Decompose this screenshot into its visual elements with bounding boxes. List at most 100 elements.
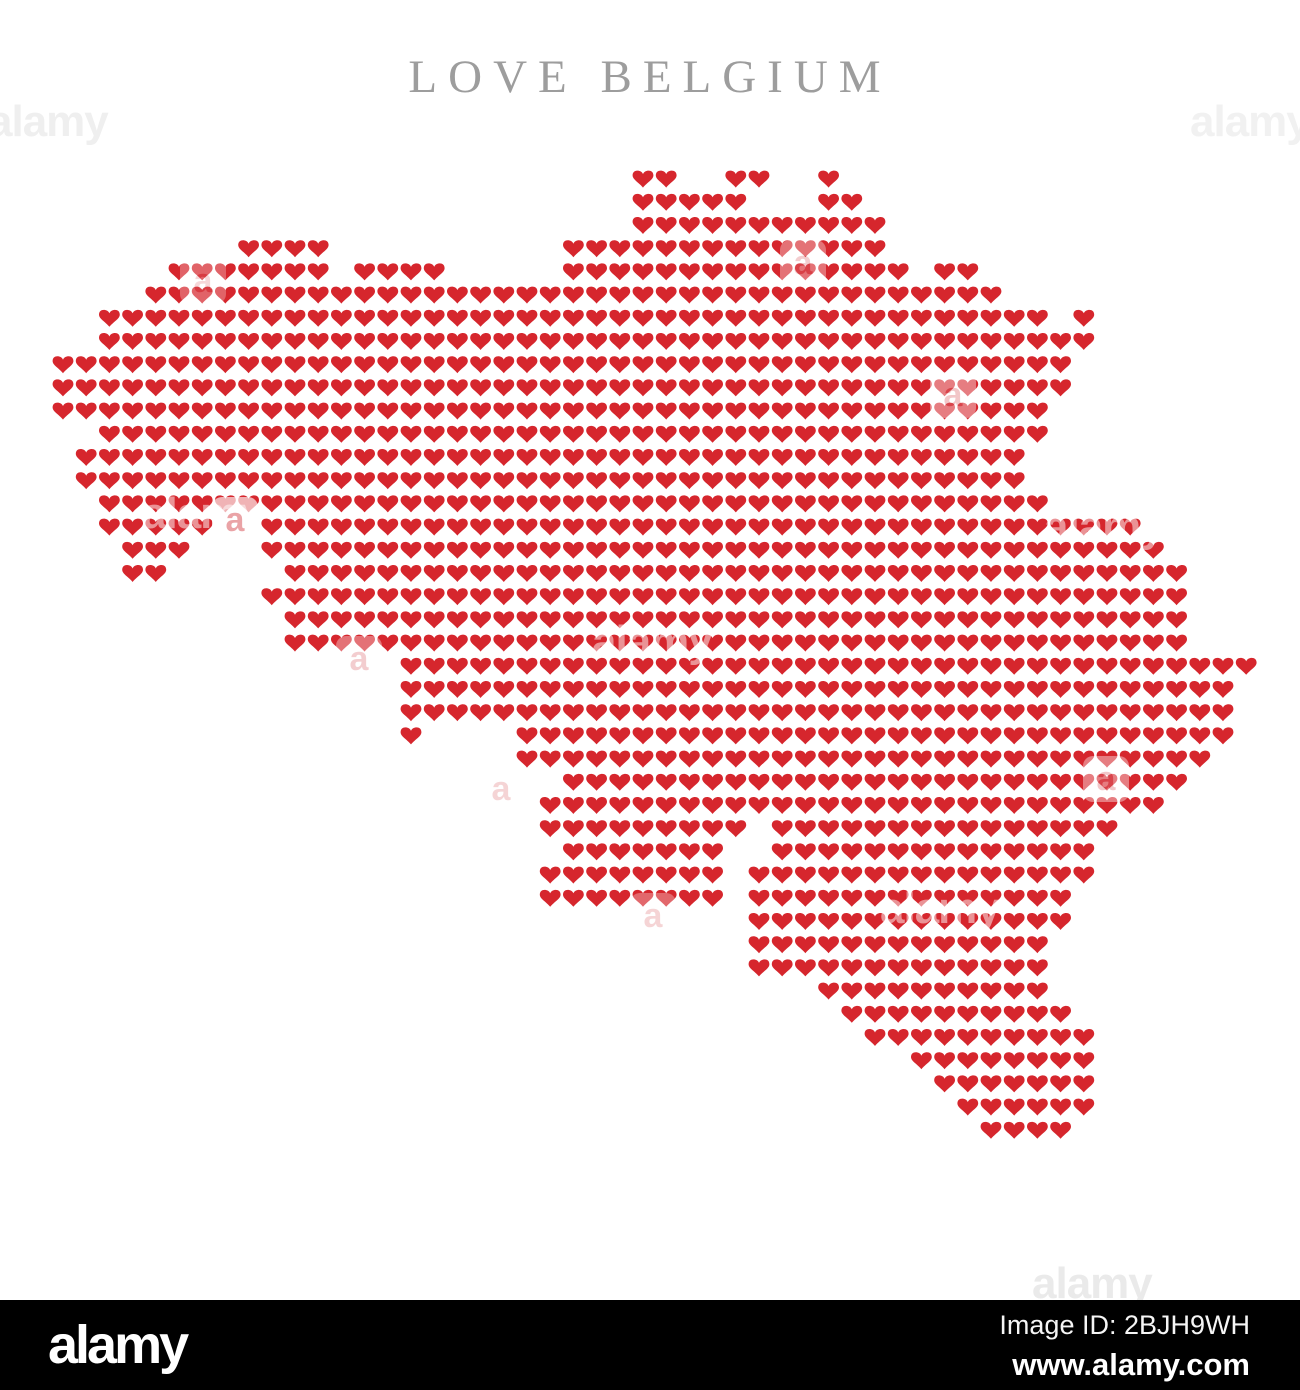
heart-dot [957,866,979,884]
heart-dot [423,634,445,652]
heart-dot [1003,1098,1025,1116]
heart-dot [679,518,700,536]
heart-dot [748,588,770,606]
heart-dot [980,565,1002,582]
heart-dot [887,634,909,652]
heart-dot [795,495,816,513]
heart-dot [447,472,468,490]
heart-dot [586,611,607,629]
heart-dot [934,750,955,768]
heart-dot [1143,797,1164,814]
heart-dot [980,356,1002,374]
heart-dot [679,425,700,443]
heart-dot [307,541,329,559]
heart-dot [655,356,677,374]
heart-dot [354,541,375,559]
heart-dot [1003,309,1025,327]
heart-dot [1003,820,1025,838]
heart-dot [1050,773,1071,791]
heart-dot [632,750,654,768]
heart-dot [377,402,399,420]
heart-dot [980,333,1002,350]
heart-dot [238,286,259,304]
heart-dot [586,333,607,350]
heart-dot [1003,634,1025,652]
heart-dot [609,611,631,629]
heart-dot [655,611,677,629]
heart-dot [609,495,631,513]
heart-dot [980,1121,1002,1139]
heart-dot [934,704,955,722]
heart-dot [911,657,932,675]
heart-dot [818,541,839,559]
heart-dot [377,634,399,652]
heart-dot [702,402,723,420]
heart-dot [609,518,631,536]
heart-dot [1073,727,1095,745]
heart-dot [1027,657,1048,675]
heart-dot [331,495,352,513]
heart-dot [563,843,584,861]
heart-dot [1050,565,1071,582]
heart-dot [99,356,120,374]
page-title: LOVE BELGIUM [408,51,892,103]
heart-dot [841,425,863,443]
heart-dot [679,611,700,629]
heart-dot [795,356,816,374]
heart-dot [818,588,839,606]
heart-dot [423,449,445,466]
heart-dot [864,588,886,606]
heart-dot [748,518,770,536]
heart-dot [702,750,723,768]
heart-dot [771,866,793,884]
heart-dot [632,889,654,907]
heart-dot [725,704,747,722]
heart-dot [493,379,515,397]
heart-dot [1003,1075,1025,1093]
heart-dot [841,797,863,814]
heart-dot [609,333,631,350]
heart-dot [864,565,886,582]
heart-dot [1027,495,1048,513]
heart-dot [261,263,283,281]
heart-dot [702,889,723,907]
heart-dot [539,565,561,582]
heart-dot [1003,727,1025,745]
heart-dot [679,541,700,559]
heart-dot [586,657,607,675]
heart-dot [563,309,584,327]
heart-dot [1143,773,1164,791]
heart-dot [423,495,445,513]
heart-dot [516,379,538,397]
heart-dot [911,1052,932,1070]
heart-dot [795,959,816,977]
heart-dot [725,565,747,582]
heart-dot [887,913,909,930]
heart-dot [980,1052,1002,1070]
heart-dot [864,379,886,397]
heart-dot [586,820,607,838]
heart-dot [1027,913,1048,930]
heart-dot [957,750,979,768]
heart-dot [284,518,306,536]
heart-dot [771,959,793,977]
heart-dot [702,356,723,374]
heart-dot [99,495,120,513]
heart-dot [377,518,399,536]
heart-dot [748,379,770,397]
heart-dot [934,913,955,930]
heart-dot [122,333,143,350]
heart-dot [818,889,839,907]
heart-dot [957,611,979,629]
heart-dot [934,843,955,861]
heart-dot [447,681,468,698]
heart-dot [957,982,979,1000]
heart-dot [818,657,839,675]
heart-dot [563,472,584,490]
heart-dot [1027,1075,1048,1093]
heart-dot [99,449,120,466]
heart-dot [864,750,886,768]
heart-dot [586,704,607,722]
heart-dot [887,565,909,582]
heart-dot [99,379,120,397]
